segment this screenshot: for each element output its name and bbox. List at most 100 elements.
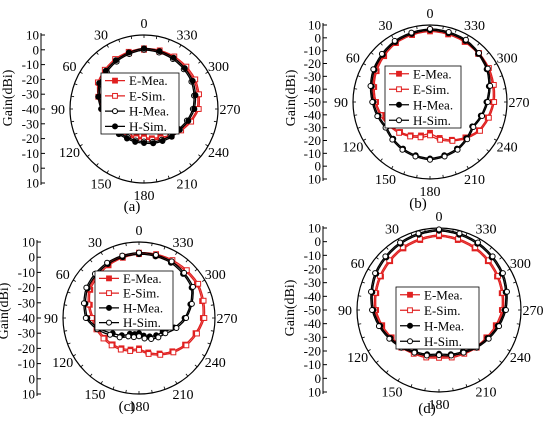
radial-tick-label: -30 (18, 295, 35, 310)
angle-tick (489, 246, 493, 250)
data-point-24 (386, 335, 393, 342)
angle-label-300: 300 (208, 60, 229, 75)
data-point-39 (145, 351, 152, 357)
legend-label: H-Mea. (424, 318, 464, 333)
data-point-15 (80, 300, 87, 307)
angle-label-150: 150 (382, 385, 403, 400)
data-point-39 (448, 352, 455, 359)
data-point-21 (375, 323, 382, 330)
angle-tick (367, 349, 371, 352)
data-point-9 (102, 67, 109, 74)
data-point-51 (479, 112, 486, 119)
legend-label: E-Mea. (424, 287, 463, 302)
angle-tick (502, 88, 506, 90)
data-point-33 (127, 348, 134, 354)
angle-tick (361, 281, 365, 284)
polar-angle-ticks (353, 25, 507, 179)
radial-tick-label: -10 (22, 57, 39, 72)
angle-tick (499, 256, 503, 260)
data-point-51 (194, 330, 200, 337)
angle-tick (189, 52, 192, 55)
data-point-legend-1 (106, 290, 112, 297)
radial-tick-label: -40 (304, 316, 321, 331)
data-point-54 (191, 106, 198, 112)
angle-label-0: 0 (427, 7, 434, 22)
data-point-42 (157, 351, 164, 358)
data-point-33 (417, 134, 424, 141)
data-point-legend-2 (407, 322, 413, 329)
radial-tick-label: 0 (33, 161, 40, 176)
angle-tick (499, 75, 503, 78)
data-point-48 (485, 335, 492, 342)
data-point-27 (108, 342, 115, 349)
data-point-48 (470, 124, 477, 131)
data-point-63 (489, 253, 496, 260)
angle-tick (370, 52, 374, 55)
data-point-30 (117, 346, 124, 353)
data-point-9 (378, 50, 385, 57)
data-point-legend-1 (112, 92, 118, 99)
legend-label: H-Sim. (129, 119, 167, 134)
data-point-27 (396, 129, 403, 136)
angle-label-180: 180 (134, 189, 155, 204)
angle-tick (210, 132, 214, 135)
angle-label-270: 270 (509, 96, 530, 111)
angle-tick (205, 144, 209, 147)
angle-tick (363, 63, 367, 66)
angle-label-60: 60 (351, 257, 365, 272)
angle-tick (151, 243, 153, 247)
angle-tick (354, 114, 358, 116)
radial-tick-label: -20 (304, 344, 321, 359)
angle-label-120: 120 (342, 141, 363, 156)
angle-tick (112, 386, 115, 390)
radial-tick-label: 10 (26, 28, 39, 43)
angle-tick (189, 163, 192, 166)
angle-label-330: 330 (177, 29, 198, 44)
angle-tick (64, 304, 68, 306)
angle-tick (71, 120, 75, 123)
angle-tick (375, 256, 379, 260)
data-point-33 (412, 153, 419, 160)
data-point-51 (496, 323, 503, 330)
data-point-30 (123, 135, 130, 142)
angle-label-60: 60 (63, 60, 77, 75)
panel-label: (a) (124, 199, 141, 215)
angle-tick (363, 138, 367, 141)
data-point-3 (408, 29, 415, 36)
data-point-54 (183, 315, 190, 321)
angle-tick (67, 342, 71, 345)
data-point-0 (436, 226, 442, 233)
legend-label: H-Sim. (123, 315, 161, 330)
data-point-48 (477, 127, 483, 134)
angle-tick (194, 364, 198, 368)
y-axis-label: Gain(dBi) (283, 279, 298, 336)
data-point-18 (369, 99, 376, 105)
data-point-63 (476, 49, 483, 56)
angle-label-210: 210 (173, 388, 194, 403)
data-point-33 (132, 138, 139, 145)
angle-tick (151, 389, 153, 393)
angle-tick (454, 171, 457, 175)
angle-tick (72, 279, 76, 282)
angle-label-300: 300 (510, 257, 531, 272)
data-point-39 (150, 140, 157, 147)
radial-tick-label: 0 (29, 371, 36, 386)
data-point-63 (181, 269, 188, 276)
data-point-42 (460, 349, 467, 356)
panel-a: 0306090120150180210240270300330100-10-20… (1, 17, 241, 215)
angle-tick (442, 26, 444, 30)
legend: E-Mea.E-Sim.H-Mea.H-Sim. (94, 270, 174, 331)
angle-tick (67, 291, 71, 294)
legend-label: H-Mea. (123, 300, 163, 315)
data-point-39 (141, 335, 148, 342)
angle-label-60: 60 (346, 52, 360, 67)
angle-tick (210, 83, 214, 86)
angle-label-150: 150 (91, 177, 112, 192)
data-point-30 (399, 146, 406, 153)
angle-tick (499, 126, 503, 129)
series-h-sim (95, 45, 199, 147)
radial-tick-label: -10 (304, 357, 321, 372)
